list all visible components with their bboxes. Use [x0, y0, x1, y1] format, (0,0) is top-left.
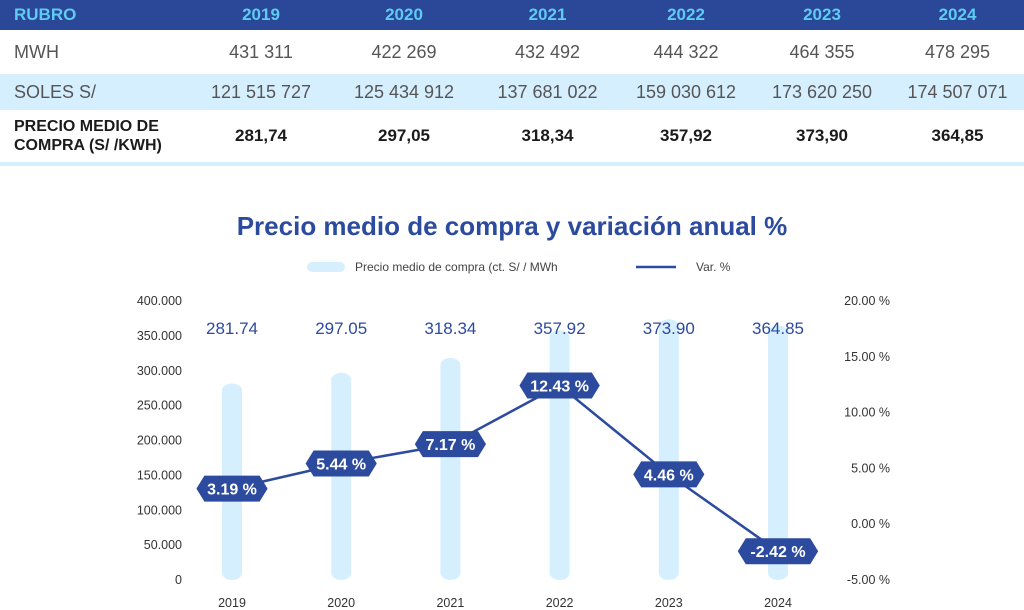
y-tick-label-left: 100.000 — [137, 503, 182, 517]
price-chart: Precio medio de compra y variación anual… — [137, 211, 890, 610]
y-tick-label-left: 0 — [175, 573, 182, 587]
y-tick-label-right: 5.00 % — [851, 461, 890, 475]
bar-series: 281.74 297.05 318.34 357.92 373.90 364.85 — [206, 319, 804, 580]
line-data-label: 7.17 % — [425, 437, 475, 454]
x-axis: 2019 2020 2021 2022 2023 2024 — [218, 596, 792, 610]
row-label: SOLES S/ — [0, 74, 190, 110]
bar — [549, 330, 570, 580]
bar-data-label: 281.74 — [206, 319, 258, 338]
y-tick-label-right: 20.00 % — [844, 294, 890, 308]
y-tick-label-left: 300.000 — [137, 364, 182, 378]
legend-label-line: Var. % — [696, 260, 731, 274]
header-year: 2024 — [891, 0, 1024, 30]
table-cell: 373,90 — [753, 110, 891, 166]
y-tick-label-left: 150.000 — [137, 468, 182, 482]
legend-swatch-bar — [307, 262, 345, 272]
bar-data-label: 357.92 — [534, 319, 586, 338]
header-year: 2021 — [476, 0, 619, 30]
table-cell: 125 434 912 — [332, 74, 476, 110]
table-cell: 318,34 — [476, 110, 619, 166]
y-tick-label-right: 10.00 % — [844, 406, 890, 420]
header-year: 2022 — [619, 0, 753, 30]
line-data-label-bg — [196, 475, 268, 502]
table-cell: 121 515 727 — [190, 74, 332, 110]
table-cell: 159 030 612 — [619, 74, 753, 110]
line-data-label-bg — [633, 461, 705, 488]
table-cell: 281,74 — [190, 110, 332, 166]
table-cell: 137 681 022 — [476, 74, 619, 110]
row-label-line: PRECIO MEDIO DE — [14, 118, 159, 135]
table-cell: 444 322 — [619, 30, 753, 74]
line-data-label: 12.43 % — [530, 378, 589, 395]
legend-label-bar: Precio medio de compra (ct. S/ / MWh — [355, 260, 558, 274]
y-tick-label-left: 400.000 — [137, 294, 182, 308]
header-year: 2020 — [332, 0, 476, 30]
y-tick-label-left: 250.000 — [137, 399, 182, 413]
line-data-label: 5.44 % — [316, 456, 366, 473]
bar-data-label: 318.34 — [424, 319, 476, 338]
y-tick-label-right: 0.00 % — [851, 517, 890, 531]
bar — [768, 325, 788, 580]
table-cell: 297,05 — [332, 110, 476, 166]
y-tick-label-right: -5.00 % — [847, 573, 890, 587]
table-cell: 174 507 071 — [891, 74, 1024, 110]
x-tick-label: 2021 — [436, 596, 464, 610]
table-cell: 173 620 250 — [753, 74, 891, 110]
x-tick-label: 2022 — [546, 596, 574, 610]
line-data-label-bg — [737, 538, 819, 565]
table-row-mwh: MWH 431 311 422 269 432 492 444 322 464 … — [0, 30, 1024, 74]
line-data-label: 4.46 % — [644, 467, 694, 484]
bar-data-label: 297.05 — [315, 319, 367, 338]
chart-title: Precio medio de compra y variación anual… — [237, 211, 788, 241]
row-label: MWH — [0, 30, 190, 74]
y-tick-label-left: 350.000 — [137, 329, 182, 343]
table-cell: 422 269 — [332, 30, 476, 74]
x-tick-label: 2020 — [327, 596, 355, 610]
table-cell: 478 295 — [891, 30, 1024, 74]
chart-legend: Precio medio de compra (ct. S/ / MWh Var… — [307, 260, 731, 274]
bar-data-label: 373.90 — [643, 319, 695, 338]
price-table: RUBRO 2019 2020 2021 2022 2023 2024 MWH … — [0, 0, 1024, 166]
table-cell: 464 355 — [753, 30, 891, 74]
bar-data-label: 364.85 — [752, 319, 804, 338]
x-tick-label: 2024 — [764, 596, 792, 610]
line-data-label-bg — [414, 431, 486, 458]
line-data-label-bg — [305, 450, 377, 477]
row-label-line: COMPRA (S/ /KWH) — [14, 137, 162, 154]
line-series: 3.19 % 5.44 % 7.17 % 12.43 % 4.46 % -2.42 % — [196, 372, 819, 565]
header-year: 2019 — [190, 0, 332, 30]
line-data-label: -2.42 % — [750, 544, 805, 561]
table-cell: 432 492 — [476, 30, 619, 74]
bar — [658, 319, 679, 580]
table-row-soles: SOLES S/ 121 515 727 125 434 912 137 681… — [0, 74, 1024, 110]
table-header-row: RUBRO 2019 2020 2021 2022 2023 2024 — [0, 0, 1024, 30]
table-cell: 364,85 — [891, 110, 1024, 166]
y-tick-label-left: 200.000 — [137, 434, 182, 448]
y-tick-label-right: 15.00 % — [844, 350, 890, 364]
x-tick-label: 2023 — [655, 596, 683, 610]
x-tick-label: 2019 — [218, 596, 246, 610]
table-row-precio: PRECIO MEDIO DE COMPRA (S/ /KWH) 281,74 … — [0, 110, 1024, 166]
header-year: 2023 — [753, 0, 891, 30]
bar — [440, 357, 461, 580]
table-cell: 431 311 — [190, 30, 332, 74]
line-data-label-bg — [519, 372, 600, 399]
header-rubro: RUBRO — [0, 0, 190, 30]
y-axis-right: -5.00 % 0.00 % 5.00 % 10.00 % 15.00 % 20.00 % — [844, 294, 890, 587]
row-label: PRECIO MEDIO DE COMPRA (S/ /KWH) — [0, 110, 190, 166]
table-cell: 357,92 — [619, 110, 753, 166]
y-tick-label-left: 50.000 — [144, 538, 182, 552]
y-axis-left: 0 50.000 100.000 150.000 200.000 250.000 300.0… — [137, 294, 182, 587]
line-data-label: 3.19 % — [207, 482, 257, 499]
